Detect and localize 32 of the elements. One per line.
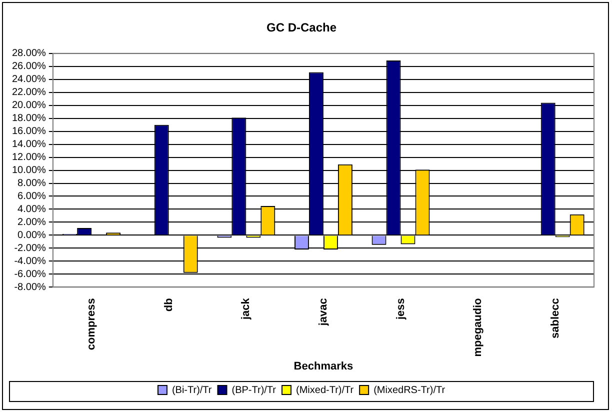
y-tick-label: 24.00%: [12, 74, 46, 86]
y-tick-label: 12.00%: [12, 152, 46, 164]
y-tick-label: 28.00%: [12, 48, 46, 60]
x-tick-label: compress: [86, 298, 98, 350]
y-tick-label: 16.00%: [12, 126, 46, 138]
y-tick-label: 18.00%: [12, 113, 46, 124]
y-tick-label: 4.00%: [18, 204, 46, 215]
y-tick-label: -4.00%: [14, 256, 46, 267]
y-tick-label: 26.00%: [12, 61, 46, 72]
legend-label: (Bi-Tr)/Tr: [172, 384, 212, 396]
y-tick-label: -6.00%: [14, 268, 46, 280]
y-tick-label: 8.00%: [18, 178, 46, 189]
chart-title: GC D-Cache: [266, 20, 337, 35]
x-axis-title: Bechmarks: [294, 360, 354, 372]
x-tick-label: db: [162, 298, 175, 312]
legend-label: (MixedRS-Tr)/Tr: [374, 384, 446, 396]
y-tick-label: -2.00%: [14, 242, 46, 254]
y-tick-label: 20.00%: [12, 100, 46, 112]
y-tick-label: 0.00%: [18, 230, 46, 241]
y-tick-label: 10.00%: [12, 165, 46, 176]
x-tick-label: javac: [317, 298, 330, 327]
x-tick-label: sablecc: [549, 298, 562, 339]
y-tick-label: 6.00%: [18, 190, 46, 202]
x-tick-label: jack: [240, 297, 252, 321]
y-tick-label: 22.00%: [12, 87, 46, 98]
y-tick-label: -8.00%: [14, 282, 46, 293]
y-tick-label: 14.00%: [12, 139, 46, 150]
x-tick-label: jess: [394, 298, 407, 321]
legend-label: (BP-Tr)/Tr: [232, 384, 277, 396]
legend-label: (Mixed-Tr)/Tr: [296, 384, 354, 396]
y-tick-label: 2.00%: [18, 216, 46, 228]
x-tick-label: mpegaudio: [472, 298, 484, 357]
